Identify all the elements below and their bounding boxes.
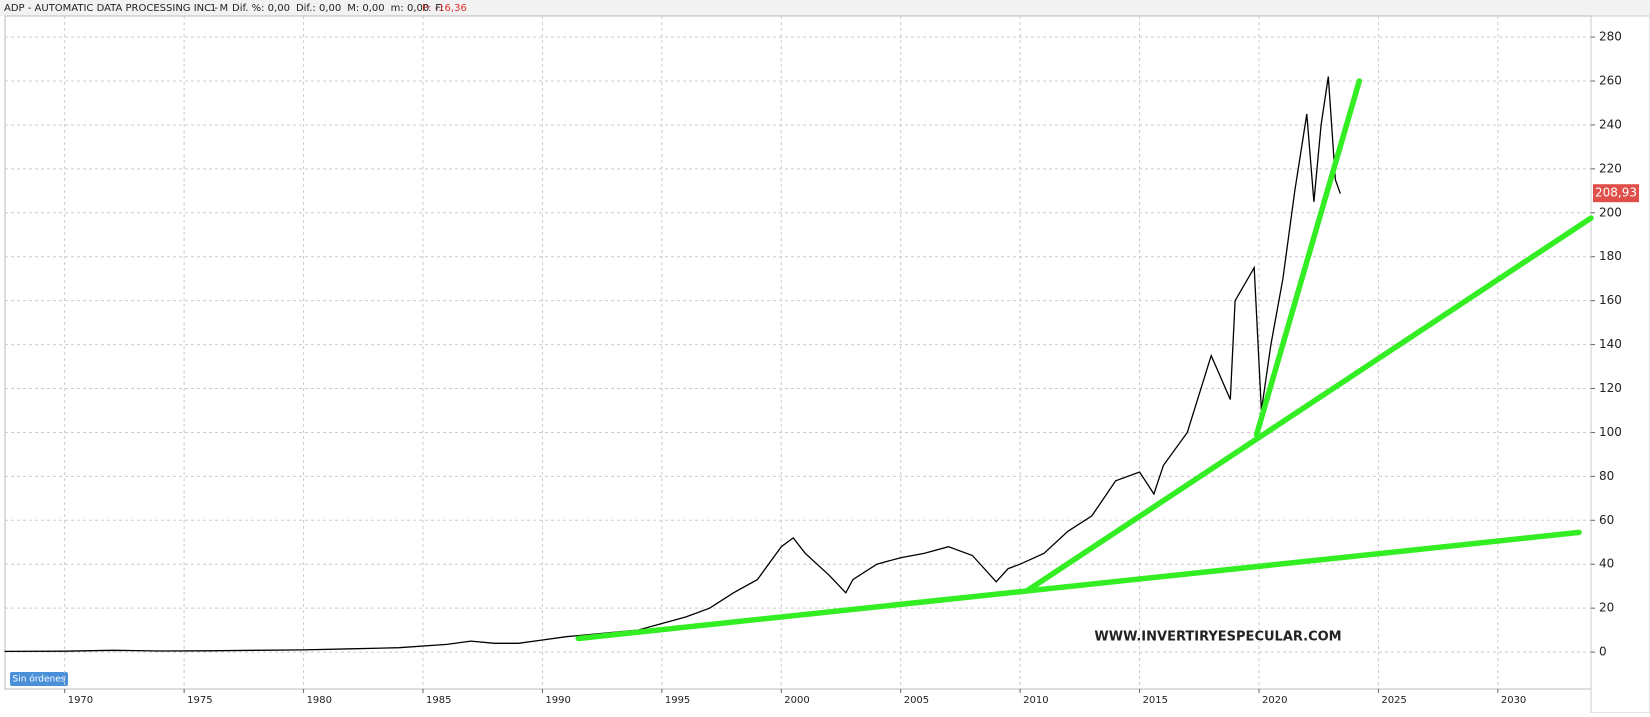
orders-button-label[interactable]: Sin órdenes — [12, 674, 65, 685]
orders-button[interactable] — [10, 672, 68, 686]
y-tick-label: 260 — [1599, 74, 1622, 88]
y-tick-label: 180 — [1599, 249, 1622, 263]
header-bar — [0, 0, 1650, 16]
plot-area — [4, 15, 1592, 690]
x-tick-label: 2000 — [784, 695, 809, 706]
y-axis-panel — [1590, 15, 1650, 714]
y-tick-label: 200 — [1599, 205, 1622, 219]
y-tick-label: 280 — [1599, 30, 1622, 44]
watermark: WWW.INVERTIRYESPECULAR.COM — [1094, 630, 1341, 645]
y-tick-label: 220 — [1599, 161, 1622, 175]
header-change: P: -16,36 — [422, 3, 467, 14]
x-tick-label: 1970 — [68, 695, 93, 706]
y-tick-label: 40 — [1599, 557, 1614, 571]
y-tick-label: 240 — [1599, 117, 1622, 131]
price-tag — [1593, 184, 1639, 203]
trend-line — [1024, 215, 1594, 594]
x-tick-label: 1990 — [545, 695, 570, 706]
y-tick-label: 0 — [1599, 645, 1607, 659]
x-tick-label: 1985 — [426, 695, 451, 706]
x-tick-label: 2005 — [904, 695, 929, 706]
x-tick-label: 1995 — [665, 695, 690, 706]
x-tick-label: 1980 — [307, 695, 332, 706]
y-tick-label: 160 — [1599, 293, 1622, 307]
y-tick-label: 140 — [1599, 337, 1622, 351]
x-tick-label: 2025 — [1381, 695, 1406, 706]
x-tick-label: 2010 — [1023, 695, 1048, 706]
y-tick-label: 120 — [1599, 381, 1622, 395]
x-tick-label: 2020 — [1262, 695, 1287, 706]
price-tag-label: 208,93 — [1595, 186, 1637, 200]
x-tick-label: 1975 — [187, 695, 212, 706]
header-stat: F: — [435, 3, 443, 14]
price-line — [4, 76, 1341, 653]
y-tick-label: 80 — [1599, 469, 1614, 483]
header-stat: M: 0,00 — [347, 3, 384, 14]
header-stat: m: 0,00 — [391, 3, 430, 14]
x-tick-label: 2030 — [1501, 695, 1526, 706]
header-interval: 1 M — [210, 3, 228, 14]
trend-line — [575, 529, 1582, 642]
y-tick-label: 20 — [1599, 601, 1614, 615]
trend-line — [1253, 78, 1363, 438]
header-stat: Dif. %: 0,00 — [232, 3, 290, 14]
y-tick-label: 100 — [1599, 425, 1622, 439]
header-stat: Dif.: 0,00 — [296, 3, 341, 14]
y-tick-label: 60 — [1599, 513, 1614, 527]
header-title: ADP - AUTOMATIC DATA PROCESSING INC - — [4, 3, 218, 14]
x-tick-label: 2015 — [1143, 695, 1168, 706]
grid — [5, 16, 1591, 689]
